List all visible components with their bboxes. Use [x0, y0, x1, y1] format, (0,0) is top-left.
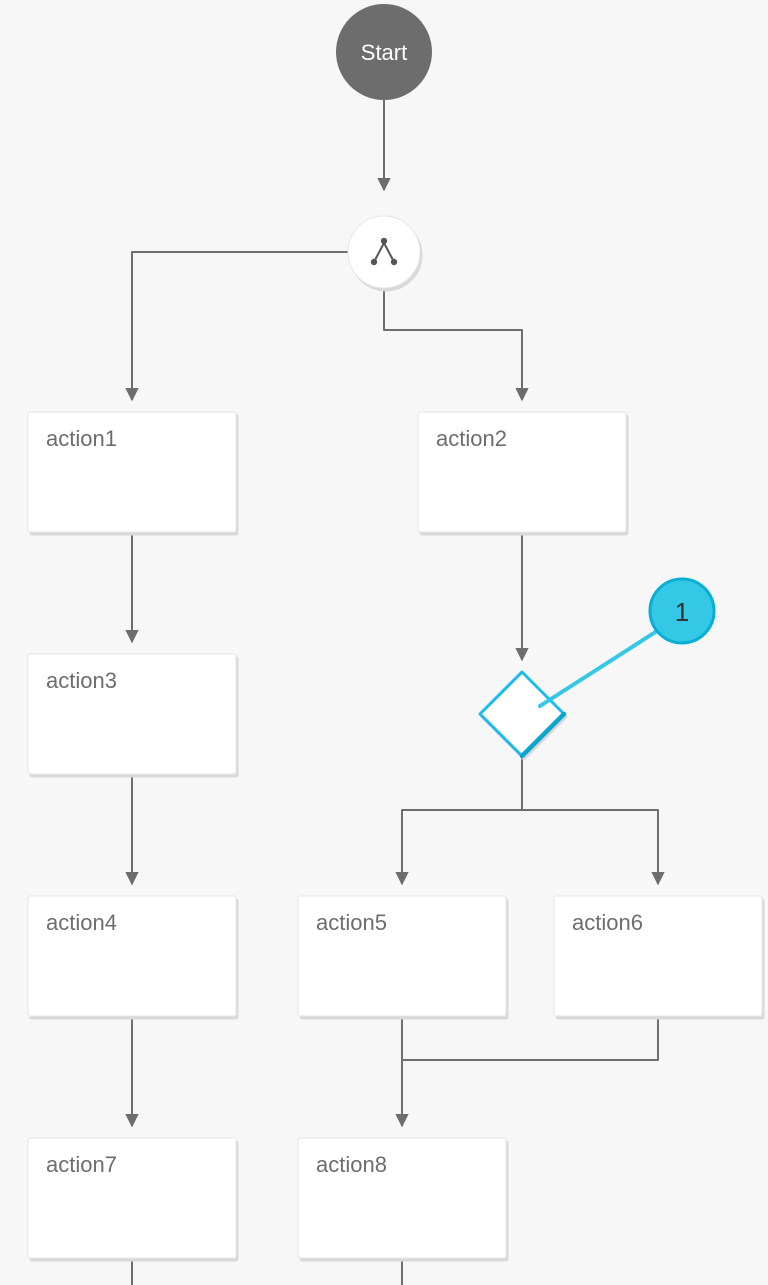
action-label: action1	[46, 426, 117, 451]
flowchart: Start action1 action2 action3 action4 action5…	[0, 0, 768, 1285]
action-node-action5[interactable]: action5	[298, 896, 506, 1016]
action-node-action6[interactable]: action6	[554, 896, 762, 1016]
edge	[384, 288, 522, 400]
action-label: action3	[46, 668, 117, 693]
action-label: action4	[46, 910, 117, 935]
edge	[402, 756, 522, 884]
action-node-action8[interactable]: action8	[298, 1138, 506, 1258]
edge	[132, 252, 348, 400]
fork-node[interactable]	[348, 216, 420, 288]
callout-line	[540, 631, 657, 706]
action-node-action1[interactable]: action1	[28, 412, 236, 532]
action-label: action7	[46, 1152, 117, 1177]
edge	[522, 756, 658, 884]
start-node[interactable]: Start	[336, 4, 432, 100]
action-label: action2	[436, 426, 507, 451]
action-node-action4[interactable]: action4	[28, 896, 236, 1016]
action-node-action3[interactable]: action3	[28, 654, 236, 774]
edge	[402, 1016, 658, 1060]
action-label: action8	[316, 1152, 387, 1177]
callout-label: 1	[675, 597, 689, 627]
action-label: action5	[316, 910, 387, 935]
start-label: Start	[361, 40, 407, 65]
callout-badge: 1	[650, 579, 714, 643]
decision-node[interactable]	[480, 672, 564, 756]
action-node-action7[interactable]: action7	[28, 1138, 236, 1258]
action-node-action2[interactable]: action2	[418, 412, 626, 532]
action-label: action6	[572, 910, 643, 935]
